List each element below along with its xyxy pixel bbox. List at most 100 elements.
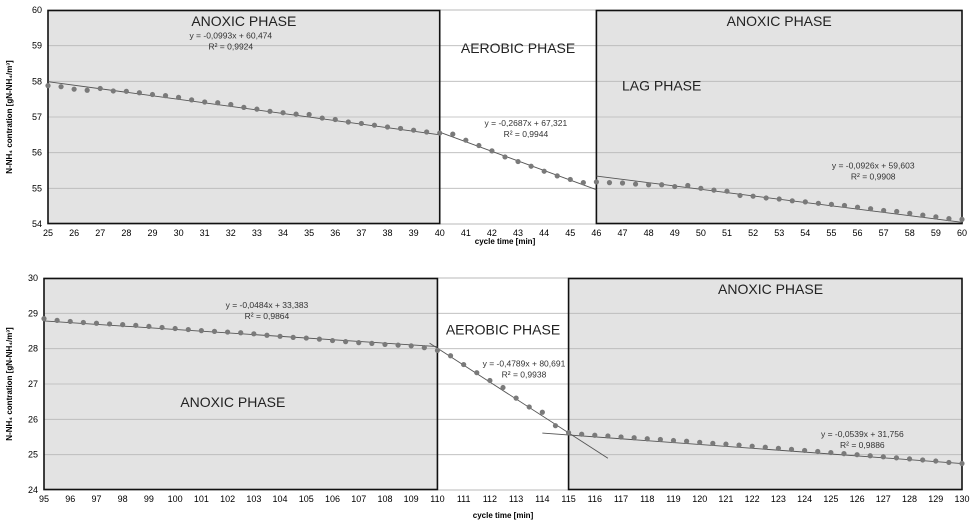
x-tick-label: 114 xyxy=(535,494,549,504)
data-point xyxy=(358,120,364,127)
x-tick-label: 55 xyxy=(826,228,836,238)
x-tick-label: 27 xyxy=(95,228,105,238)
x-tick-label: 51 xyxy=(722,228,732,238)
data-point xyxy=(631,435,637,441)
data-point xyxy=(71,86,77,92)
x-tick-label: 54 xyxy=(800,228,810,238)
phase-label-3: LAG PHASE xyxy=(622,77,701,93)
data-point xyxy=(933,458,939,464)
data-point xyxy=(54,317,60,323)
x-tick-label: 124 xyxy=(797,494,812,504)
data-point xyxy=(619,180,626,186)
phase-label-3: ANOXIC PHASE xyxy=(718,281,823,297)
phase-label-2: AEROBIC PHASE xyxy=(446,322,560,338)
data-point xyxy=(489,148,495,154)
phase-border-3 xyxy=(567,277,963,491)
data-point xyxy=(906,456,913,462)
data-point xyxy=(463,137,469,143)
x-tick-label: 38 xyxy=(382,228,392,238)
data-point xyxy=(737,192,743,199)
data-point xyxy=(698,185,704,191)
x-tick-label: 34 xyxy=(278,228,288,238)
x-tick-label: 105 xyxy=(299,494,314,504)
data-point xyxy=(881,207,887,214)
data-point xyxy=(815,448,821,455)
data-point xyxy=(815,200,821,206)
trend-equation-2: y = -0,2687x + 67,321 xyxy=(485,118,568,128)
data-point xyxy=(110,88,116,94)
data-point xyxy=(592,432,598,438)
data-point xyxy=(293,111,299,117)
x-tick-label: 25 xyxy=(43,228,53,238)
data-point xyxy=(552,423,559,429)
data-point xyxy=(172,325,178,332)
x-tick-label: 46 xyxy=(591,228,601,238)
data-point xyxy=(303,335,309,341)
data-point xyxy=(959,216,965,222)
x-tick-label: 112 xyxy=(483,494,497,504)
x-tick-label: 102 xyxy=(220,494,235,504)
x-tick-label: 96 xyxy=(65,494,75,504)
trend-r2-2: R² = 0,9938 xyxy=(502,369,547,379)
data-point xyxy=(502,154,508,160)
x-tick-label: 95 xyxy=(39,494,49,504)
data-point xyxy=(434,347,441,354)
data-point xyxy=(776,196,782,202)
x-tick-label: 52 xyxy=(748,228,758,238)
data-point xyxy=(316,336,322,342)
data-point xyxy=(907,210,913,216)
x-tick-label: 113 xyxy=(509,494,523,504)
data-point xyxy=(802,447,808,454)
x-tick-label: 121 xyxy=(718,494,733,504)
data-point xyxy=(80,319,86,326)
data-point xyxy=(408,343,414,349)
data-point xyxy=(120,322,126,328)
x-tick-label: 36 xyxy=(330,228,340,238)
trendline-2 xyxy=(429,342,609,459)
x-tick-label: 48 xyxy=(644,228,654,238)
data-point xyxy=(606,180,613,186)
data-point xyxy=(526,404,532,410)
y-tick-label: 26 xyxy=(28,414,38,424)
x-tick-label: 100 xyxy=(168,494,183,504)
data-point xyxy=(264,332,270,338)
data-point xyxy=(880,454,886,460)
data-point xyxy=(893,455,900,461)
data-point xyxy=(580,180,586,186)
data-point xyxy=(554,173,560,179)
data-point xyxy=(618,434,624,440)
x-tick-label: 40 xyxy=(435,228,445,238)
x-tick-label: 128 xyxy=(902,494,917,504)
data-point xyxy=(93,320,100,326)
x-axis-title: cycle time [min] xyxy=(475,237,536,246)
y-tick-label: 29 xyxy=(28,308,38,318)
data-point xyxy=(959,460,965,467)
data-point xyxy=(541,168,547,174)
y-tick-label: 60 xyxy=(32,5,42,15)
data-point xyxy=(97,85,103,92)
data-point xyxy=(198,328,204,334)
data-point xyxy=(106,321,113,327)
y-tick-label: 24 xyxy=(28,485,38,495)
x-tick-label: 26 xyxy=(69,228,79,238)
data-point xyxy=(646,182,652,188)
trend-equation-3: y = -0,0539x + 31,756 xyxy=(821,429,904,439)
data-point xyxy=(632,181,639,187)
x-tick-label: 97 xyxy=(91,494,101,504)
x-tick-label: 119 xyxy=(666,494,680,504)
data-point xyxy=(515,158,521,165)
data-point xyxy=(162,93,169,99)
x-tick-label: 47 xyxy=(618,228,628,238)
data-point xyxy=(802,199,808,205)
data-point xyxy=(474,370,480,376)
data-point xyxy=(854,204,861,210)
data-point xyxy=(371,122,378,128)
y-tick-label: 28 xyxy=(28,344,38,354)
data-point xyxy=(41,316,47,322)
x-tick-label: 49 xyxy=(670,228,680,238)
y-tick-label: 56 xyxy=(32,148,42,158)
data-point xyxy=(202,99,208,105)
y-axis-title: N-NH₄ contration [gN-NH₄/m³] xyxy=(5,60,14,174)
x-tick-label: 115 xyxy=(561,494,575,504)
data-point xyxy=(123,88,129,94)
